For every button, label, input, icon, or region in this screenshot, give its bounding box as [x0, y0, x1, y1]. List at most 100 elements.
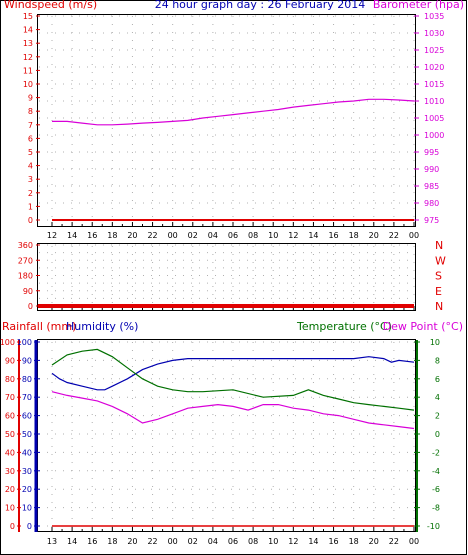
temp-tick-label: 0	[435, 430, 440, 439]
baro-tick-label: 980	[424, 199, 439, 208]
bottom-time-tick-label: 14	[67, 537, 77, 546]
top-time-tick-label: 06	[228, 231, 238, 240]
baro-tick-label: 975	[424, 216, 439, 225]
baro-tick-label: 1010	[424, 97, 444, 106]
wind-tick-label: 4	[28, 162, 33, 171]
top-time-tick-label: 18	[107, 231, 117, 240]
top-time-tick-label: 08	[248, 231, 258, 240]
bottom-time-tick-label: 04	[208, 537, 218, 546]
series-layer	[38, 98, 415, 527]
bottom-time-tick-label: 22	[389, 537, 399, 546]
baro-tick-label: 995	[424, 148, 439, 157]
bottom-time-tick-label: 18	[107, 537, 117, 546]
dir-tick-label: 270	[18, 256, 33, 265]
temperature-line	[51, 348, 415, 411]
rain-tick-label: 10	[5, 504, 15, 513]
humidity-tick-label: 100	[17, 338, 32, 347]
dir-tick-label: 180	[18, 272, 33, 281]
rain-tick-label: 60	[5, 412, 15, 421]
humidity-tick-label: 20	[22, 485, 32, 494]
rain-tick-label: 70	[5, 393, 15, 402]
humidity-tick-label: 0	[27, 522, 32, 531]
top-time-tick-label: 00	[168, 231, 178, 240]
humidity-tick-label: 70	[22, 393, 32, 402]
dewpoint-line	[51, 391, 415, 430]
top-time-tick-label: 04	[208, 231, 218, 240]
barometer-line	[52, 98, 415, 126]
top-time-tick-label: 02	[188, 231, 198, 240]
top-time-tick-label: 00	[409, 231, 419, 240]
rain-tick-label: 30	[5, 467, 15, 476]
bottom-time-tick-label: 16	[87, 537, 97, 546]
wind-tick-label: 2	[28, 189, 33, 198]
bottom-time-tick-label: 20	[127, 537, 137, 546]
temp-tick-label: 10	[430, 338, 440, 347]
humidity-tick-label: 40	[22, 448, 32, 457]
bottom-time-tick-label: 00	[409, 537, 419, 546]
compass-label: E	[435, 285, 442, 298]
baro-tick-label: 985	[424, 182, 439, 191]
top-time-tick-label: 14	[308, 231, 318, 240]
humidity-tick-label: 50	[22, 430, 32, 439]
baro-tick-label: 1030	[424, 29, 444, 38]
top-time-tick-label: 22	[147, 231, 157, 240]
temp-tick-label: -8	[432, 504, 440, 513]
humidity-tick-label: 60	[22, 412, 32, 421]
bottom-time-tick-label: 14	[308, 537, 318, 546]
temp-tick-label: 4	[435, 393, 440, 402]
chart-title: 24 hour graph day : 26 February 2014	[155, 0, 366, 11]
top-time-tick-label: 18	[349, 231, 359, 240]
bottom-time-tick-label: 02	[188, 537, 198, 546]
barometer-label: Barometer (hpa)	[373, 0, 464, 11]
rain-tick-label: 80	[5, 375, 15, 384]
bottom-time-tick-label: 00	[168, 537, 178, 546]
bottom-time-tick-label: 08	[248, 537, 258, 546]
humidity-tick-label: 30	[22, 467, 32, 476]
humidity-label: Humidity (%)	[66, 320, 138, 333]
rainfall-label: Rainfall (mm)	[2, 320, 76, 333]
top-time-tick-label: 16	[87, 231, 97, 240]
humidity-tick-label: 10	[22, 504, 32, 513]
dewpoint-label: Dew Point (°C)	[383, 320, 463, 333]
wind-tick-label: 11	[23, 66, 33, 75]
wind-tick-label: 0	[28, 216, 33, 225]
panel-direction-frame	[37, 243, 416, 311]
wind-tick-label: 9	[28, 94, 33, 103]
temp-tick-label: -2	[432, 448, 440, 457]
humidity-tick-label: 90	[22, 356, 32, 365]
wind-tick-label: 14	[23, 26, 33, 35]
wind-tick-label: 3	[28, 175, 33, 184]
top-time-tick-label: 22	[389, 231, 399, 240]
wind-tick-label: 7	[28, 121, 33, 130]
bottom-time-tick-label: 12	[288, 537, 298, 546]
baro-tick-label: 1025	[424, 46, 444, 55]
panel-top-frame	[37, 14, 416, 227]
humidity-line	[51, 356, 415, 391]
wind-tick-label: 12	[23, 53, 33, 62]
top-time-tick-label: 20	[127, 231, 137, 240]
top-time-tick-label: 10	[268, 231, 278, 240]
baro-tick-label: 1015	[424, 80, 444, 89]
windspeed-label: Windspeed (m/s)	[4, 0, 97, 11]
baro-tick-label: 1005	[424, 114, 444, 123]
rain-tick-label: 100	[0, 338, 15, 347]
temp-tick-label: 2	[435, 412, 440, 421]
top-time-tick-label: 12	[288, 231, 298, 240]
wind-tick-label: 6	[28, 134, 33, 143]
bottom-time-tick-label: 06	[228, 537, 238, 546]
temp-tick-label: -6	[432, 485, 440, 494]
rain-tick-label: 0	[10, 522, 15, 531]
dir-tick-label: 360	[18, 241, 33, 250]
rain-tick-label: 50	[5, 430, 15, 439]
humidity-tick-label: 80	[22, 375, 32, 384]
dir-tick-label: 90	[23, 287, 33, 296]
bottom-time-tick-label: 13	[47, 537, 57, 546]
temp-tick-label: 8	[435, 356, 440, 365]
temp-tick-label: -10	[427, 522, 440, 531]
top-time-tick-label: 20	[369, 231, 379, 240]
wind-tick-label: 13	[23, 39, 33, 48]
temperature-label: Temperature (°C)	[296, 320, 392, 333]
baro-tick-label: 1035	[424, 12, 444, 21]
